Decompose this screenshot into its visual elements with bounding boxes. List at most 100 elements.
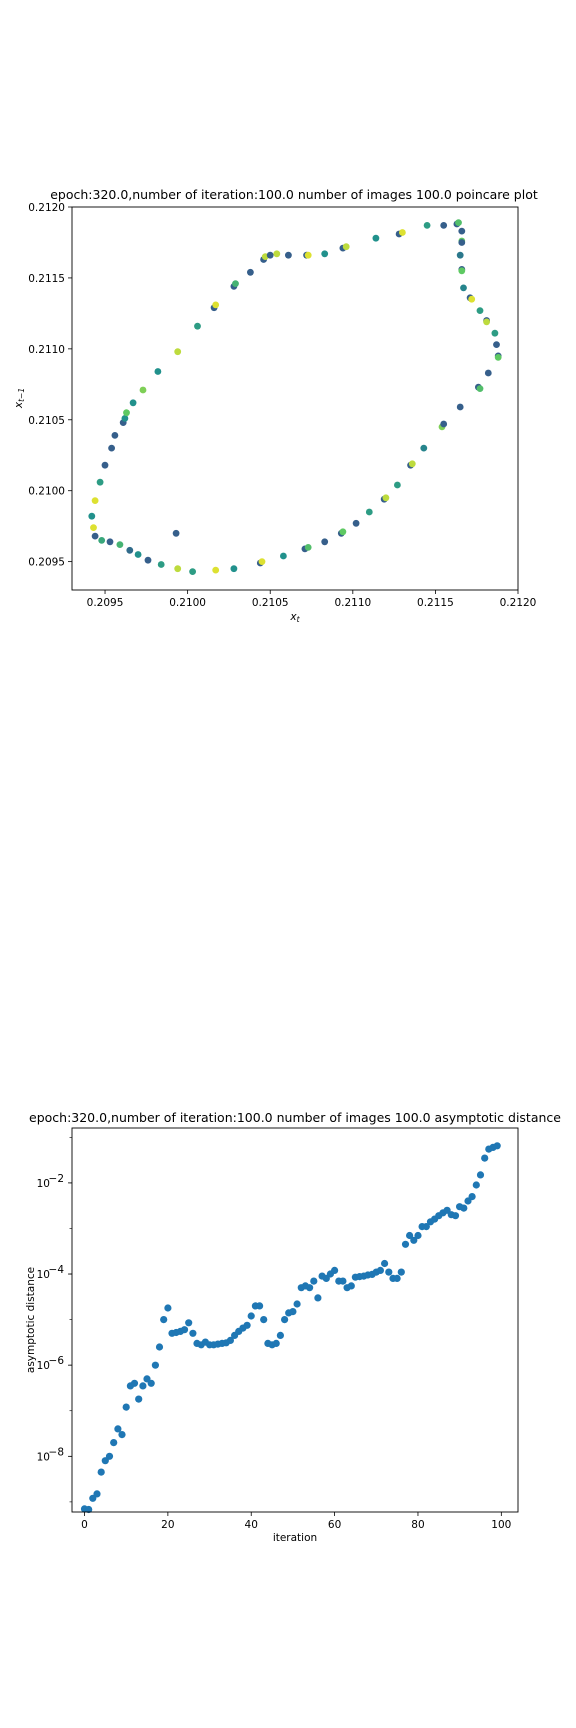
poincare-point xyxy=(134,551,142,558)
asymptotic-point xyxy=(289,1308,297,1316)
asymptotic-point xyxy=(472,1181,480,1189)
poincare-x-tick-label: 0.2105 xyxy=(252,597,289,609)
poincare-x-ticks: 0.2095 0.2100 0.2105 0.2110 0.2115 0.2120 xyxy=(87,590,537,609)
asymptotic-point xyxy=(135,1395,143,1403)
poincare-point xyxy=(458,267,466,275)
poincare-point xyxy=(106,538,114,546)
asymptotic-point xyxy=(381,1259,389,1268)
asymptotic-point xyxy=(397,1268,405,1276)
poincare-point xyxy=(230,565,238,573)
poincare-point xyxy=(212,566,220,574)
poincare-point xyxy=(304,251,312,259)
asymptotic-point xyxy=(281,1316,289,1324)
asymptotic-points xyxy=(80,1142,501,1514)
poincare-point xyxy=(154,368,162,375)
poincare-point xyxy=(273,250,281,258)
poincare-y-tick-label: 0.2095 xyxy=(28,557,65,569)
asymptotic-x-tick-label: 40 xyxy=(245,1519,258,1531)
poincare-point xyxy=(126,546,134,554)
asymptotic-point xyxy=(272,1339,280,1347)
poincare-point xyxy=(456,251,464,259)
poincare-point xyxy=(476,307,484,314)
poincare-point xyxy=(491,329,499,337)
asymptotic-x-tick-label: 80 xyxy=(411,1519,424,1531)
asymptotic-plot-frame xyxy=(71,1127,519,1513)
asymptotic-point xyxy=(226,1336,234,1344)
poincare-point xyxy=(157,561,165,568)
poincare-y-axis-label: xt−1 xyxy=(13,388,26,409)
poincare-points xyxy=(88,219,502,575)
asymptotic-point xyxy=(256,1302,264,1310)
poincare-plot-frame xyxy=(71,206,519,591)
asymptotic-point xyxy=(460,1204,468,1212)
asymptotic-point xyxy=(114,1425,122,1433)
asymptotic-point xyxy=(451,1212,460,1220)
poincare-point xyxy=(484,369,492,377)
poincare-point xyxy=(339,528,347,536)
poincare-point xyxy=(382,494,390,502)
asymptotic-point xyxy=(414,1231,422,1240)
poincare-x-tick-label: 0.2110 xyxy=(334,597,371,609)
poincare-point xyxy=(174,565,182,573)
asymptotic-point xyxy=(180,1326,189,1334)
poincare-point xyxy=(372,234,380,242)
poincare-point xyxy=(101,461,109,469)
poincare-point xyxy=(342,243,350,251)
poincare-point xyxy=(365,508,373,516)
asymptotic-point xyxy=(410,1236,418,1244)
poincare-point xyxy=(440,222,448,229)
asymptotic-point xyxy=(422,1223,430,1231)
poincare-point xyxy=(172,529,180,537)
asymptotic-point xyxy=(118,1431,126,1439)
poincare-point xyxy=(304,544,312,551)
asymptotic-x-tick-label: 0 xyxy=(81,1519,88,1531)
poincare-x-tick-label: 0.2115 xyxy=(417,597,454,609)
poincare-point xyxy=(458,227,466,235)
asymptotic-y-tick-label: 10 xyxy=(37,1360,50,1372)
asymptotic-point xyxy=(160,1316,168,1324)
asymptotic-point xyxy=(293,1300,301,1308)
poincare-point xyxy=(321,250,329,258)
asymptotic-point xyxy=(493,1142,501,1150)
poincare-y-tick-label: 0.2105 xyxy=(28,415,65,427)
poincare-point xyxy=(212,301,220,309)
asymptotic-point xyxy=(276,1331,284,1339)
poincare-point xyxy=(194,322,201,330)
poincare-point xyxy=(144,556,152,564)
poincare-point xyxy=(408,460,416,468)
poincare-plot: epoch:320.0,number of iteration:100.0 nu… xyxy=(13,187,538,624)
poincare-point xyxy=(456,403,464,411)
poincare-x-tick-label: 0.2100 xyxy=(169,597,206,609)
poincare-y-ticks: 0.2095 0.2100 0.2105 0.2110 0.2115 0.2120 xyxy=(28,202,72,569)
poincare-y-tick-label: 0.2100 xyxy=(28,486,65,498)
poincare-point xyxy=(258,558,266,565)
poincare-point xyxy=(458,239,466,246)
poincare-point xyxy=(476,385,484,392)
poincare-point xyxy=(394,481,401,489)
poincare-point xyxy=(90,524,97,531)
asymptotic-point xyxy=(85,1505,93,1514)
asymptotic-point xyxy=(189,1329,197,1337)
poincare-point xyxy=(116,541,124,548)
asymptotic-x-ticks: 0 20 40 60 80 100 xyxy=(81,1512,511,1531)
asymptotic-point xyxy=(476,1171,485,1179)
asymptotic-point xyxy=(97,1468,105,1476)
poincare-x-tick-label: 0.2120 xyxy=(500,597,537,609)
poincare-point xyxy=(468,295,476,303)
poincare-point xyxy=(493,341,500,348)
asymptotic-y-ticks: 10−810−610−410−2 xyxy=(37,1137,72,1503)
poincare-y-tick-label: 0.2120 xyxy=(28,202,65,214)
asymptotic-point xyxy=(105,1452,114,1460)
poincare-plot-title: epoch:320.0,number of iteration:100.0 nu… xyxy=(50,187,538,202)
asymptotic-point xyxy=(147,1379,155,1387)
asymptotic-point xyxy=(406,1231,414,1240)
asymptotic-point xyxy=(385,1268,393,1276)
asymptotic-point xyxy=(314,1294,322,1302)
asymptotic-point xyxy=(110,1439,118,1447)
asymptotic-x-tick-label: 100 xyxy=(491,1519,511,1531)
poincare-point xyxy=(111,432,119,439)
poincare-y-tick-label: 0.2110 xyxy=(28,344,65,356)
poincare-point xyxy=(247,268,254,276)
asymptotic-x-tick-label: 20 xyxy=(161,1519,174,1531)
poincare-point xyxy=(494,354,502,361)
